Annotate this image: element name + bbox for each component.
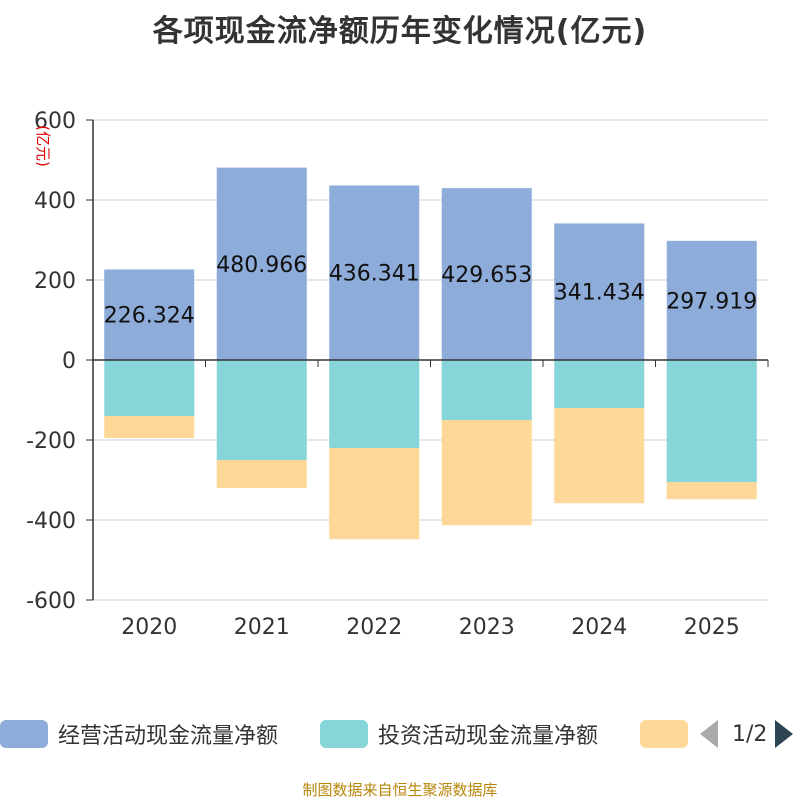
data-label: 429.653	[441, 263, 532, 288]
x-tick-label: 2020	[121, 615, 177, 640]
bar-series2-2025	[666, 482, 757, 500]
y-tick-label: -200	[26, 429, 76, 454]
legend-item-investing[interactable]: 投资活动现金流量净额	[320, 716, 598, 752]
x-tick-label: 2025	[684, 615, 740, 640]
bar-series1-2021	[216, 360, 307, 460]
y-tick-label: 600	[34, 109, 76, 134]
x-tick-label: 2021	[234, 615, 290, 640]
data-label: 341.434	[554, 281, 645, 306]
bar-series1-2023	[441, 360, 532, 420]
bar-series0-2023	[441, 188, 532, 360]
bars	[104, 167, 757, 540]
bar-series2-2022	[329, 448, 420, 540]
bar-series0-2022	[329, 185, 420, 360]
x-tick-label: 2024	[571, 615, 627, 640]
bar-series2-2023	[441, 420, 532, 526]
legend-prev-page-button[interactable]	[700, 720, 718, 748]
legend-pager: 1/2	[700, 716, 794, 752]
chart-title: 各项现金流净额历年变化情况(亿元)	[152, 14, 648, 49]
y-tick-label: 0	[62, 349, 76, 374]
chart-plot: 600 400 200 0 -200 -400 -600 2020 2021 2022 2023 20…	[26, 109, 769, 640]
y-tick-label: 200	[34, 269, 76, 294]
legend-next-page-button[interactable]	[775, 720, 794, 748]
legend: 经营活动现金流量净额 投资活动现金流量净额 1/2	[0, 716, 800, 756]
bar-series2-2021	[216, 460, 307, 488]
data-label: 480.966	[216, 253, 307, 278]
legend-swatch-financing	[640, 720, 688, 748]
x-tick-label: 2022	[346, 615, 402, 640]
data-label: 436.341	[329, 262, 420, 287]
legend-label-operating: 经营活动现金流量净额	[58, 724, 279, 749]
data-labels: 226.324 480.966 436.341 429.653 341.434 297.9…	[104, 253, 757, 329]
bar-series0-2024	[554, 223, 645, 360]
axes: 600 400 200 0 -200 -400 -600 2020 2021 2022 2023 20…	[26, 109, 769, 640]
bar-series1-2025	[666, 360, 757, 482]
y-tick-label: -400	[26, 509, 76, 534]
legend-item-financing[interactable]	[640, 716, 698, 752]
bar-series0-2020	[104, 269, 195, 360]
bar-series1-2022	[329, 360, 420, 448]
grid-lines	[93, 119, 768, 601]
legend-label-investing: 投资活动现金流量净额	[378, 724, 599, 749]
legend-swatch-investing	[320, 720, 368, 748]
data-source-footer: 制图数据来自恒生聚源数据库	[302, 781, 498, 799]
bar-series1-2024	[554, 360, 645, 408]
legend-item-operating[interactable]: 经营活动现金流量净额	[0, 716, 278, 752]
bar-series1-2020	[104, 360, 195, 416]
legend-swatch-operating	[0, 720, 48, 748]
bar-series0-2021	[216, 167, 307, 360]
y-axis-unit-label: (亿元)	[34, 125, 52, 167]
data-label: 226.324	[104, 304, 195, 329]
data-label: 297.919	[666, 289, 757, 314]
bar-series2-2020	[104, 416, 195, 438]
bar-series2-2024	[554, 408, 645, 504]
legend-page-indicator: 1/2	[732, 721, 768, 747]
bar-series0-2025	[666, 240, 757, 360]
y-tick-label: -600	[26, 589, 76, 614]
y-tick-label: 400	[34, 189, 76, 214]
x-tick-label: 2023	[459, 615, 515, 640]
